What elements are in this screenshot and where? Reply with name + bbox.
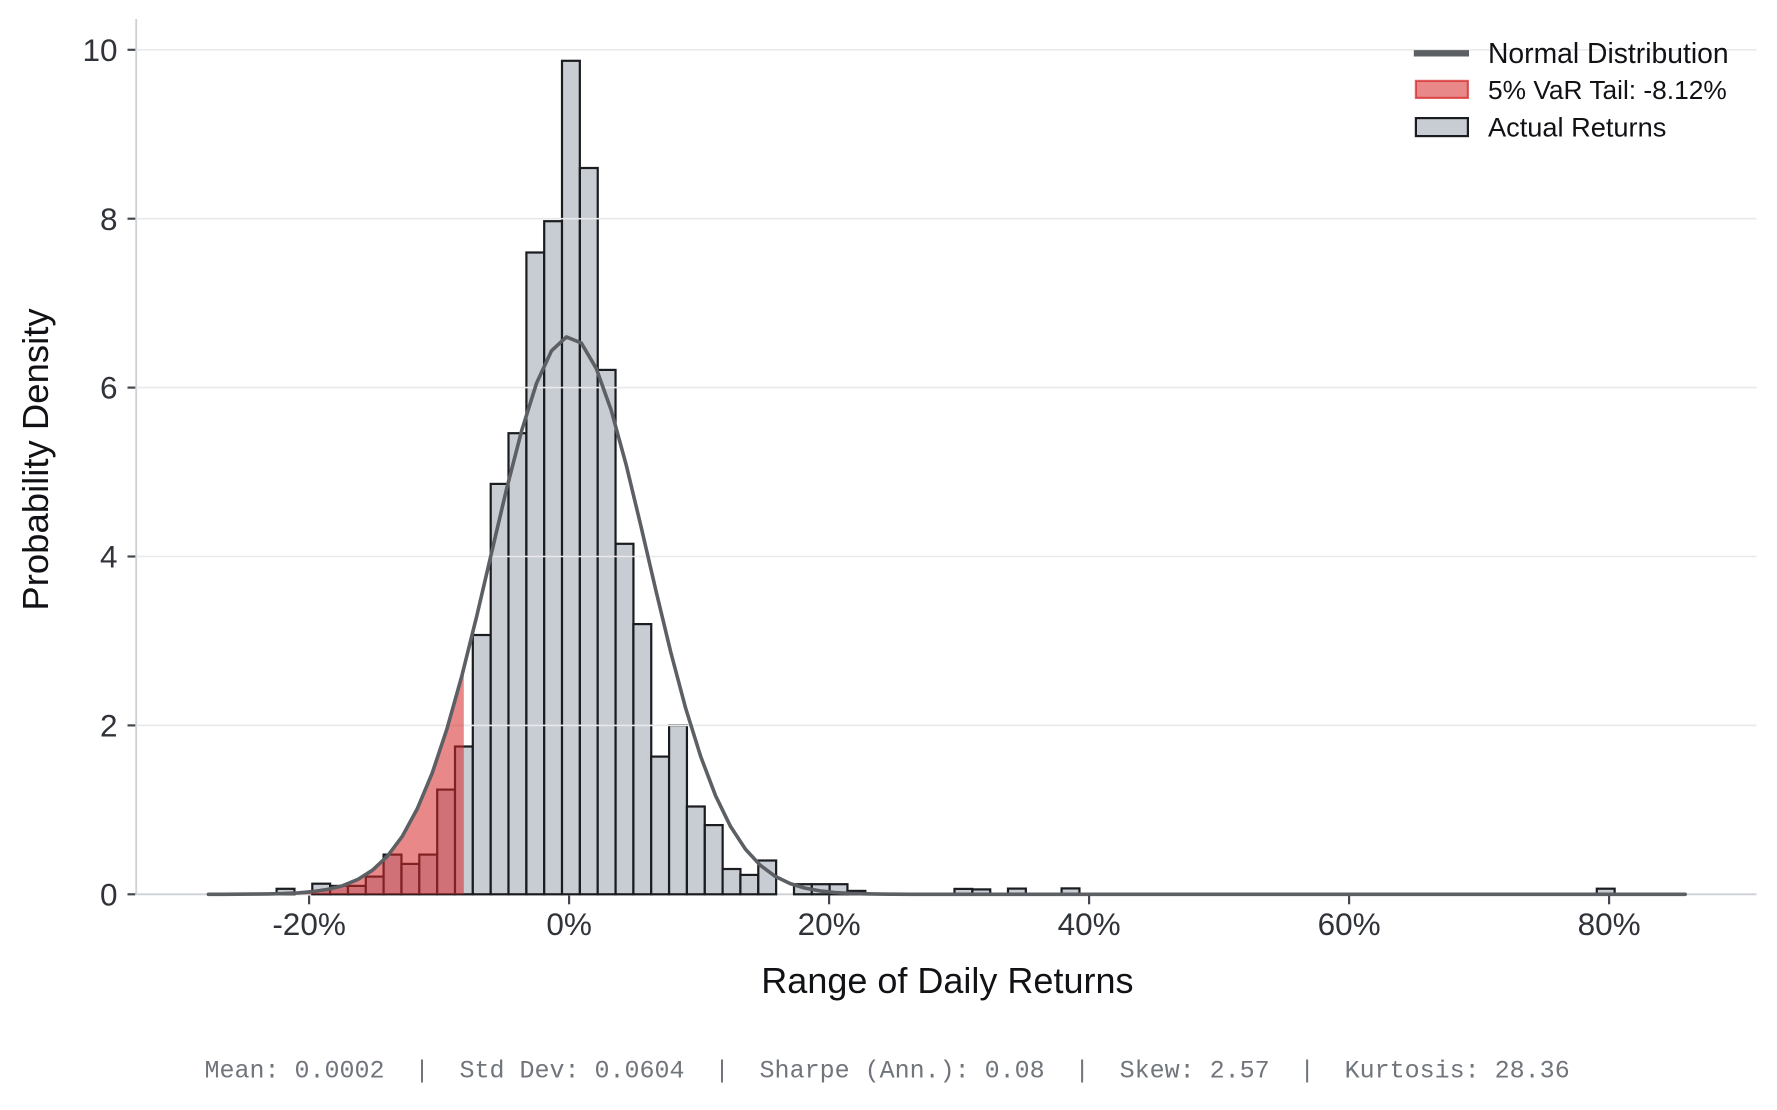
svg-text:10: 10 xyxy=(82,32,117,68)
svg-text:0: 0 xyxy=(100,876,118,912)
svg-text:Normal Distribution: Normal Distribution xyxy=(1488,37,1729,69)
svg-text:0%: 0% xyxy=(546,906,592,942)
svg-text:40%: 40% xyxy=(1058,906,1121,942)
svg-text:Actual Returns: Actual Returns xyxy=(1488,112,1666,143)
svg-text:Probability Density: Probability Density xyxy=(15,308,56,611)
svg-text:6: 6 xyxy=(100,370,118,406)
svg-text:80%: 80% xyxy=(1578,906,1641,942)
svg-text:60%: 60% xyxy=(1318,906,1381,942)
svg-text:4: 4 xyxy=(100,539,118,575)
svg-text:8: 8 xyxy=(100,201,118,237)
svg-text:20%: 20% xyxy=(798,906,861,942)
svg-text:5% VaR Tail: -8.12%: 5% VaR Tail: -8.12% xyxy=(1488,75,1727,105)
svg-text:-20%: -20% xyxy=(272,906,346,942)
svg-text:2: 2 xyxy=(100,708,118,744)
svg-text:Mean: 0.0002 | Std Dev: 0.06: Mean: 0.0002 | Std Dev: 0.0604 | Sharpe … xyxy=(204,1057,1569,1086)
svg-text:Range of Daily Returns: Range of Daily Returns xyxy=(761,960,1133,1001)
